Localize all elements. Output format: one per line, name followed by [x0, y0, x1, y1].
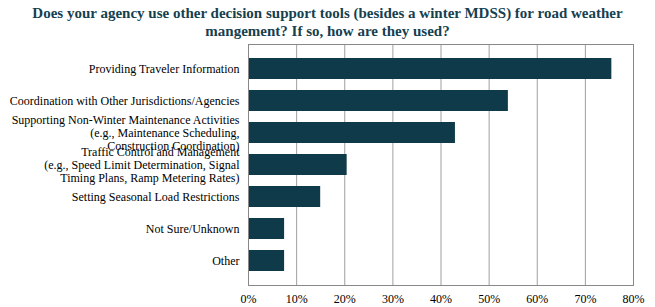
svg-text:0%: 0% — [241, 292, 257, 306]
svg-text:50%: 50% — [478, 292, 500, 306]
svg-text:Coordination with Other Jurisd: Coordination with Other Jurisdictions/Ag… — [10, 94, 240, 108]
svg-text:40%: 40% — [430, 292, 452, 306]
svg-text:20%: 20% — [334, 292, 356, 306]
svg-text:Traffic Control and Management: Traffic Control and Management(e.g., Spe… — [44, 145, 240, 184]
svg-text:70%: 70% — [574, 292, 596, 306]
svg-text:Providing Traveler Information: Providing Traveler Information — [89, 62, 240, 76]
svg-text:Not Sure/Unknown: Not Sure/Unknown — [146, 222, 240, 236]
svg-text:10%: 10% — [286, 292, 308, 306]
svg-text:30%: 30% — [382, 292, 404, 306]
svg-text:Other: Other — [212, 254, 239, 268]
svg-text:Setting Seasonal Load Restrict: Setting Seasonal Load Restrictions — [72, 190, 240, 204]
svg-text:60%: 60% — [526, 292, 548, 306]
svg-text:80%: 80% — [623, 292, 645, 306]
